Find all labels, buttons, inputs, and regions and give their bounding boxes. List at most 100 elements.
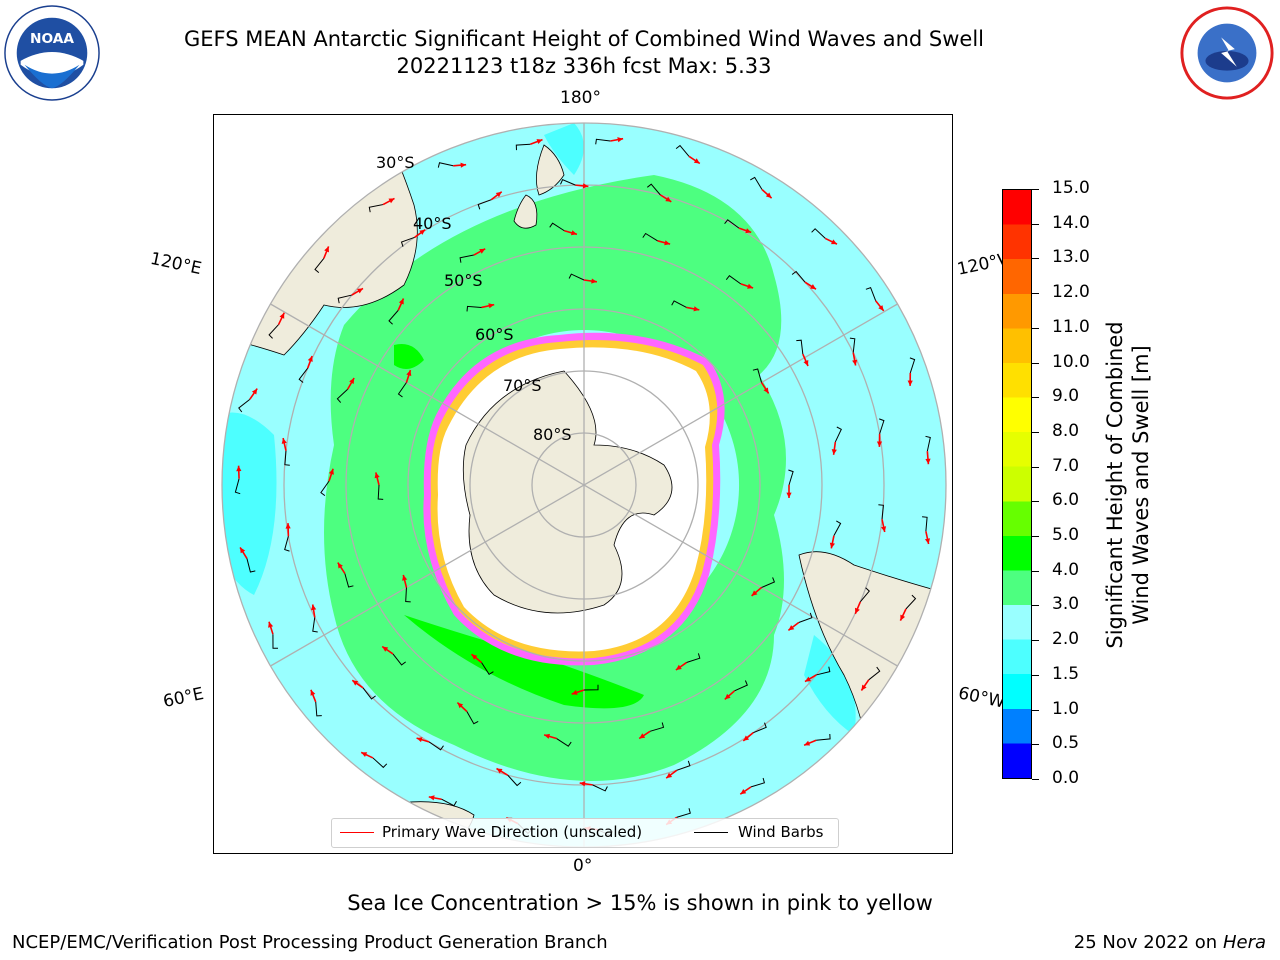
wind-barb: [811, 228, 826, 239]
wind-barb: [466, 305, 482, 312]
wave-arrow-head: [361, 752, 368, 757]
wave-arrow-head: [236, 465, 242, 472]
wind-barb: [646, 183, 661, 196]
wave-arrow: [579, 781, 608, 792]
wind-barb: [549, 222, 565, 232]
wave-arrow-head: [876, 441, 883, 447]
wave-arrow-head: [337, 562, 343, 569]
wind-barb: [507, 774, 522, 787]
wind-barb: [592, 784, 608, 792]
wave-arrow-head: [740, 789, 747, 795]
wind-barb: [388, 310, 399, 325]
wave-arrow: [239, 546, 256, 573]
wind-barb: [791, 270, 806, 283]
wave-arrow-head: [924, 538, 930, 544]
wave-arrow: [751, 577, 776, 597]
wind-barb: [676, 760, 691, 771]
new-zealand-south: [513, 194, 538, 229]
wave-arrow-head: [788, 625, 795, 631]
wave-arrow: [752, 368, 770, 394]
colorbar-tick: [1032, 327, 1039, 329]
lat-label-80s: 80°S: [533, 425, 572, 444]
wave-arrow: [642, 232, 671, 246]
wind-barb: [466, 711, 479, 725]
wave-arrow-head: [907, 380, 913, 386]
polar-map: [221, 122, 947, 848]
wave-arrow: [437, 162, 467, 168]
wave-arrow-head: [666, 772, 673, 779]
wind-barb: [909, 357, 916, 374]
colorbar-tick: [1032, 744, 1039, 746]
wave-arrow: [829, 520, 842, 549]
wave-arrow: [298, 355, 313, 383]
wave-arrow: [675, 144, 701, 165]
wind-barb: [238, 398, 251, 413]
wave-arrow-head: [349, 378, 355, 384]
colorbar-tick: [1032, 258, 1039, 260]
colorbar-tick-label: 0.0: [1052, 768, 1080, 788]
lat-label-60s: 60°S: [475, 325, 514, 344]
wave-arrow: [646, 183, 672, 203]
colorbar-tick-label: 8.0: [1052, 420, 1080, 441]
wind-barb: [284, 450, 290, 466]
wave-arrow-head: [544, 733, 550, 739]
wave-arrow-head: [357, 288, 363, 294]
wind-barb: [368, 204, 384, 213]
wave-arrow: [388, 298, 405, 325]
wind-barb: [878, 504, 884, 520]
wave-arrow-head: [747, 283, 754, 289]
wave-arrow: [477, 191, 503, 210]
wave-arrow: [416, 737, 444, 751]
chart-title: GEFS MEAN Antarctic Significant Height o…: [183, 27, 985, 51]
legend-label-wind-barbs: Wind Barbs: [738, 823, 824, 841]
wave-arrow: [739, 777, 766, 795]
wave-arrow-head: [693, 306, 700, 312]
wind-barb: [761, 577, 776, 588]
wind-barb: [816, 666, 831, 676]
wave-arrow: [311, 604, 318, 633]
colorbar-tick-label: 13.0: [1052, 247, 1090, 268]
wave-arrow: [397, 369, 412, 398]
wave-arrow-head: [763, 387, 769, 394]
wave-arrow-head: [352, 680, 359, 686]
wind-barb: [905, 594, 917, 610]
wave-arrow: [428, 795, 457, 807]
wave-arrow-head: [786, 492, 792, 498]
wave-arrow-head: [805, 676, 811, 682]
wave-arrow: [496, 767, 522, 787]
wind-barb: [344, 573, 354, 588]
wind-barb: [312, 617, 318, 633]
chart-subtitle: 20221123 t18z 336h fcst Max: 5.33: [396, 54, 772, 78]
wave-arrow: [665, 760, 691, 779]
map-legend: Primary Wave Direction (unscaled) Wind B…: [331, 818, 839, 848]
lat-label-50s: 50°S: [444, 271, 483, 290]
wave-arrow-head: [328, 468, 334, 475]
wave-arrow-head: [324, 246, 329, 253]
wind-barb: [750, 777, 766, 788]
wind-barb: [477, 199, 492, 210]
wave-arrow: [638, 722, 665, 740]
colorbar-tick: [1032, 397, 1039, 399]
wave-arrow: [899, 594, 917, 621]
wind-barb: [377, 484, 384, 500]
wave-arrow-head: [765, 192, 772, 199]
nws-logo: [1180, 6, 1274, 100]
wind-barb: [849, 337, 856, 353]
wind-barb: [868, 666, 881, 681]
wave-arrow: [725, 275, 754, 289]
wind-barb: [560, 179, 576, 186]
wave-region-cyan: [544, 123, 584, 175]
wave-arrow: [849, 337, 858, 366]
wind-barb: [752, 368, 763, 383]
wave-arrow-head: [402, 574, 408, 581]
wave-arrow: [803, 733, 831, 746]
date-line: 25 Nov 2022 on Hera: [1074, 932, 1266, 953]
wave-arrow-head: [428, 795, 435, 801]
wave-arrow: [337, 562, 354, 588]
run-date: 25 Nov 2022 on: [1073, 932, 1218, 953]
wind-barb: [337, 294, 352, 304]
wind-barb: [397, 382, 407, 398]
wave-arrow-head: [285, 523, 291, 529]
wave-arrow: [865, 286, 885, 312]
lat-label-40s: 40°S: [413, 214, 452, 233]
